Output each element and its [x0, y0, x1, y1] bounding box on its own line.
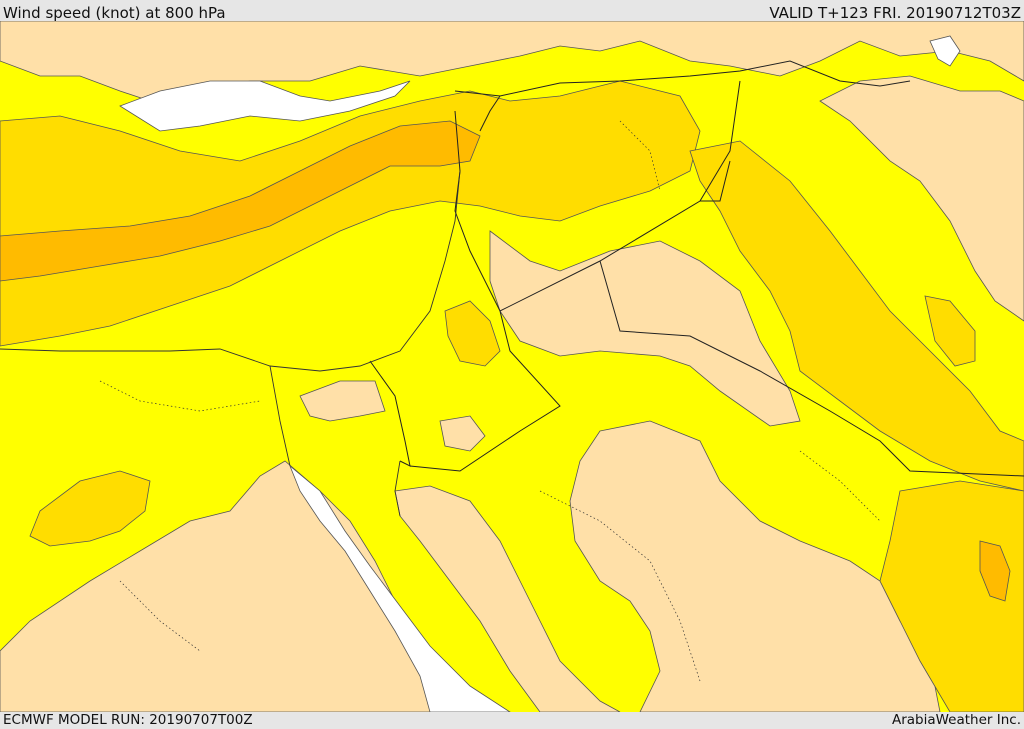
aegean-gap	[119, 80, 411, 132]
footer-bar: ECMWF MODEL RUN: 20190707T00Z ArabiaWeat…	[0, 712, 1024, 729]
coastlines	[0, 170, 461, 517]
wind-speed-map[interactable]	[0, 21, 1024, 712]
country-borders	[369, 60, 1024, 477]
red-sea	[289, 465, 511, 712]
strong-wind-areas	[0, 120, 1011, 602]
province-borders	[99, 120, 881, 682]
calm-areas	[119, 35, 961, 712]
map-title: Wind speed (knot) at 800 hPa	[3, 4, 226, 22]
model-run: ECMWF MODEL RUN: 20190707T00Z	[3, 712, 253, 728]
credit: ArabiaWeather Inc.	[891, 712, 1021, 728]
header-bar: Wind speed (knot) at 800 hPa VALID T+123…	[0, 0, 1024, 22]
fresh-wind-areas	[0, 80, 1024, 712]
valid-time: VALID T+123 FRI. 20190712T03Z	[769, 4, 1021, 22]
